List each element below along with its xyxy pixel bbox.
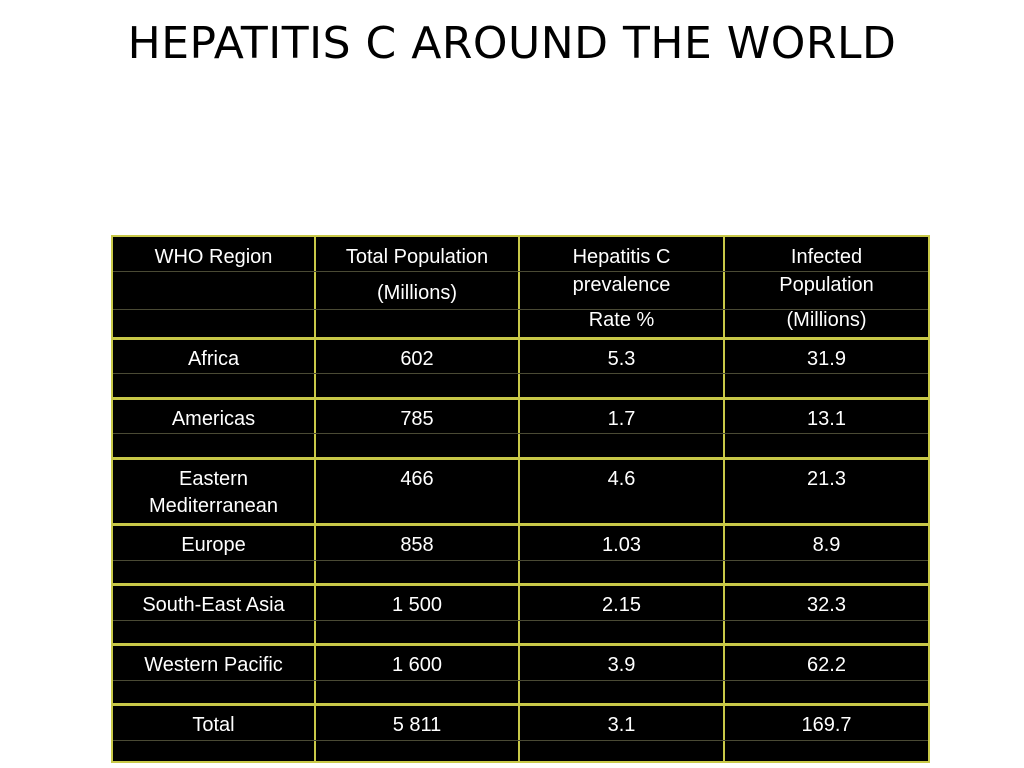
- header-infected-unit: (Millions): [786, 309, 867, 331]
- cell-rate: 1.03: [602, 534, 641, 556]
- cell-region: Americas: [171, 408, 256, 430]
- sub-row-line: [113, 680, 928, 681]
- column-divider: [518, 237, 520, 761]
- cell-infected: 32.3: [807, 594, 846, 616]
- cell-region: Total: [192, 714, 235, 736]
- sub-row-line: [113, 560, 928, 561]
- cell-infected: 8.9: [812, 534, 841, 556]
- hepatitis-table: WHO Region Total Population (Millions) H…: [111, 235, 930, 763]
- sub-row-line: [113, 309, 928, 310]
- page-title: HEPATITIS C AROUND THE WORLD: [127, 18, 897, 69]
- cell-population: 466: [400, 468, 434, 490]
- header-prevalence: prevalence: [572, 274, 671, 296]
- row-divider: [113, 583, 928, 586]
- header-rate: Rate %: [588, 309, 655, 331]
- cell-infected: 21.3: [807, 468, 846, 490]
- cell-rate: 3.9: [607, 654, 636, 676]
- cell-population: 858: [400, 534, 434, 556]
- row-divider: [113, 643, 928, 646]
- sub-row-line: [113, 620, 928, 621]
- cell-infected: 62.2: [807, 654, 846, 676]
- cell-population: 602: [400, 348, 434, 370]
- cell-population: 5 811: [392, 714, 442, 736]
- column-divider: [314, 237, 316, 761]
- cell-region: Mediterranean: [149, 495, 278, 517]
- sub-row-line: [113, 740, 928, 741]
- cell-population: 1 500: [391, 594, 443, 616]
- cell-rate: 2.15: [602, 594, 641, 616]
- row-divider: [113, 703, 928, 706]
- cell-infected: 169.7: [801, 714, 852, 736]
- cell-rate: 3.1: [607, 714, 636, 736]
- row-divider: [113, 337, 928, 340]
- sub-row-line: [113, 271, 928, 272]
- header-total-population: Total Population: [345, 246, 489, 268]
- header-hepatitis-c: Hepatitis C: [572, 246, 671, 268]
- cell-population: 785: [400, 408, 434, 430]
- sub-row-line: [113, 373, 928, 374]
- sub-row-line: [113, 433, 928, 434]
- cell-region: Europe: [181, 534, 246, 556]
- header-total-population-unit: (Millions): [377, 282, 457, 304]
- cell-region: Africa: [187, 348, 240, 370]
- cell-region: Western Pacific: [144, 654, 283, 676]
- row-divider: [113, 523, 928, 526]
- header-who-region: WHO Region: [154, 246, 273, 268]
- cell-population: 1 600: [391, 654, 443, 676]
- cell-rate: 1.7: [607, 408, 636, 430]
- header-infected: Infected: [790, 246, 863, 268]
- cell-rate: 5.3: [607, 348, 636, 370]
- header-population: Population: [779, 274, 874, 296]
- cell-infected: 13.1: [807, 408, 846, 430]
- row-divider: [113, 457, 928, 460]
- cell-rate: 4.6: [607, 468, 636, 490]
- cell-region: Eastern: [179, 468, 248, 490]
- cell-region: South-East Asia: [142, 594, 285, 616]
- row-divider: [113, 397, 928, 400]
- column-divider: [723, 237, 725, 761]
- cell-infected: 31.9: [807, 348, 846, 370]
